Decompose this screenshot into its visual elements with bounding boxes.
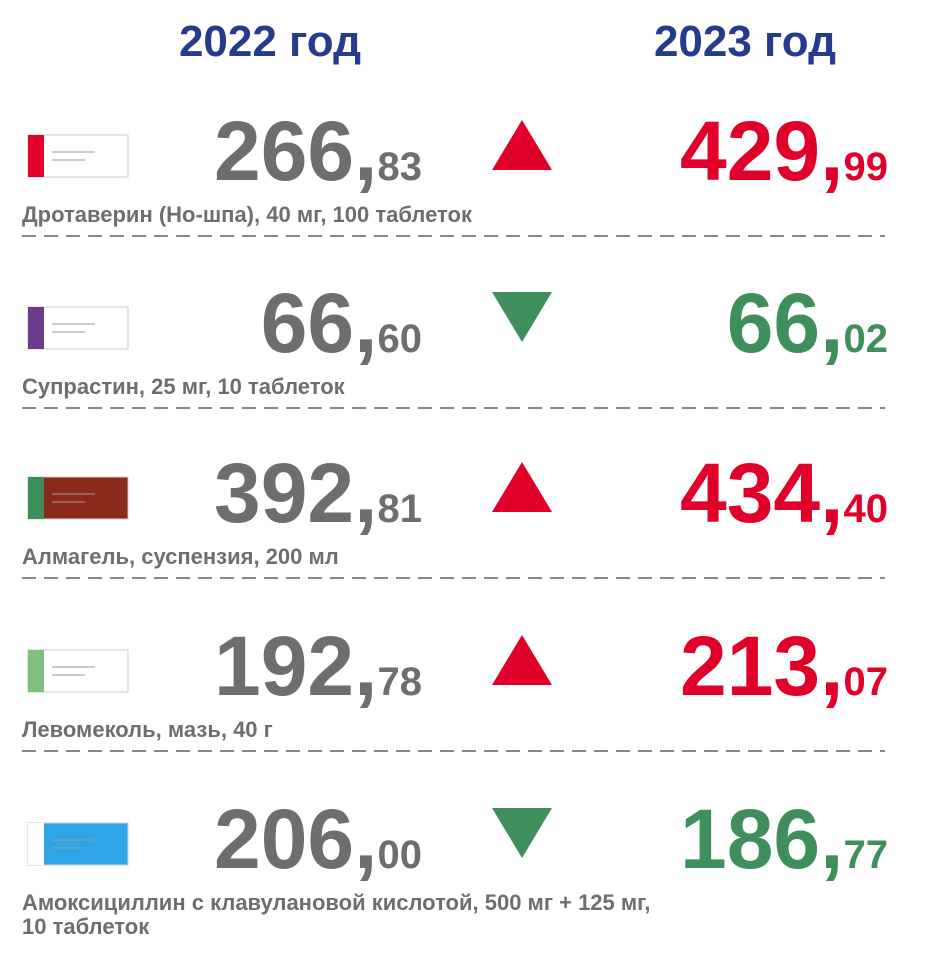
price-cents: 83 bbox=[378, 145, 423, 189]
product-name: Алмагель, суспензия, 200 мл bbox=[22, 544, 339, 569]
product-icon-accent bbox=[28, 823, 44, 865]
trend-arrow bbox=[492, 808, 552, 858]
price-main: 429, bbox=[680, 104, 844, 198]
price-main: 266, bbox=[214, 104, 378, 198]
product-icon bbox=[27, 822, 129, 866]
price-main: 186, bbox=[680, 792, 844, 886]
product-icon-accent bbox=[28, 307, 44, 349]
price-cents: 07 bbox=[844, 660, 889, 704]
price: 206,00 bbox=[214, 792, 422, 886]
price-cents: 99 bbox=[844, 145, 889, 189]
year-header: 2023 год bbox=[654, 17, 836, 66]
year-header: 2022 год bbox=[179, 17, 361, 66]
price-main: 392, bbox=[214, 446, 378, 540]
product-icon-accent bbox=[28, 477, 44, 519]
price-cents: 40 bbox=[844, 487, 889, 531]
product-name: Супрастин, 25 мг, 10 таблеток bbox=[22, 374, 346, 399]
trend-arrow bbox=[492, 635, 552, 685]
product-icon bbox=[27, 134, 129, 178]
trend-arrow bbox=[492, 292, 552, 342]
price: 66,60 bbox=[261, 276, 422, 370]
price: 392,81 bbox=[214, 446, 422, 540]
price-main: 434, bbox=[680, 446, 844, 540]
product-icon-accent bbox=[28, 135, 44, 177]
trend-arrow bbox=[492, 462, 552, 512]
product-name: 10 таблеток bbox=[22, 914, 150, 939]
price: 213,07 bbox=[680, 619, 888, 713]
price-cents: 77 bbox=[844, 833, 889, 877]
price-cents: 02 bbox=[844, 317, 889, 361]
price: 429,99 bbox=[680, 104, 888, 198]
product-name: Левомеколь, мазь, 40 г bbox=[22, 717, 273, 742]
product-name: Дротаверин (Но-шпа), 40 мг, 100 таблеток bbox=[22, 202, 473, 227]
price-main: 192, bbox=[214, 619, 378, 713]
product-name: Амоксициллин с клавулановой кислотой, 50… bbox=[22, 890, 651, 915]
price-cents: 78 bbox=[378, 660, 423, 704]
product-icon bbox=[27, 649, 129, 693]
price: 434,40 bbox=[680, 446, 888, 540]
price-cents: 00 bbox=[378, 833, 423, 877]
price-cents: 60 bbox=[378, 317, 423, 361]
price-main: 66, bbox=[261, 276, 378, 370]
product-icon bbox=[27, 476, 129, 520]
price-main: 66, bbox=[727, 276, 844, 370]
price: 66,02 bbox=[727, 276, 888, 370]
price-main: 206, bbox=[214, 792, 378, 886]
price-main: 213, bbox=[680, 619, 844, 713]
price-cents: 81 bbox=[378, 487, 423, 531]
product-icon-accent bbox=[28, 650, 44, 692]
price: 192,78 bbox=[214, 619, 422, 713]
price: 266,83 bbox=[214, 104, 422, 198]
trend-arrow bbox=[492, 120, 552, 170]
price: 186,77 bbox=[680, 792, 888, 886]
